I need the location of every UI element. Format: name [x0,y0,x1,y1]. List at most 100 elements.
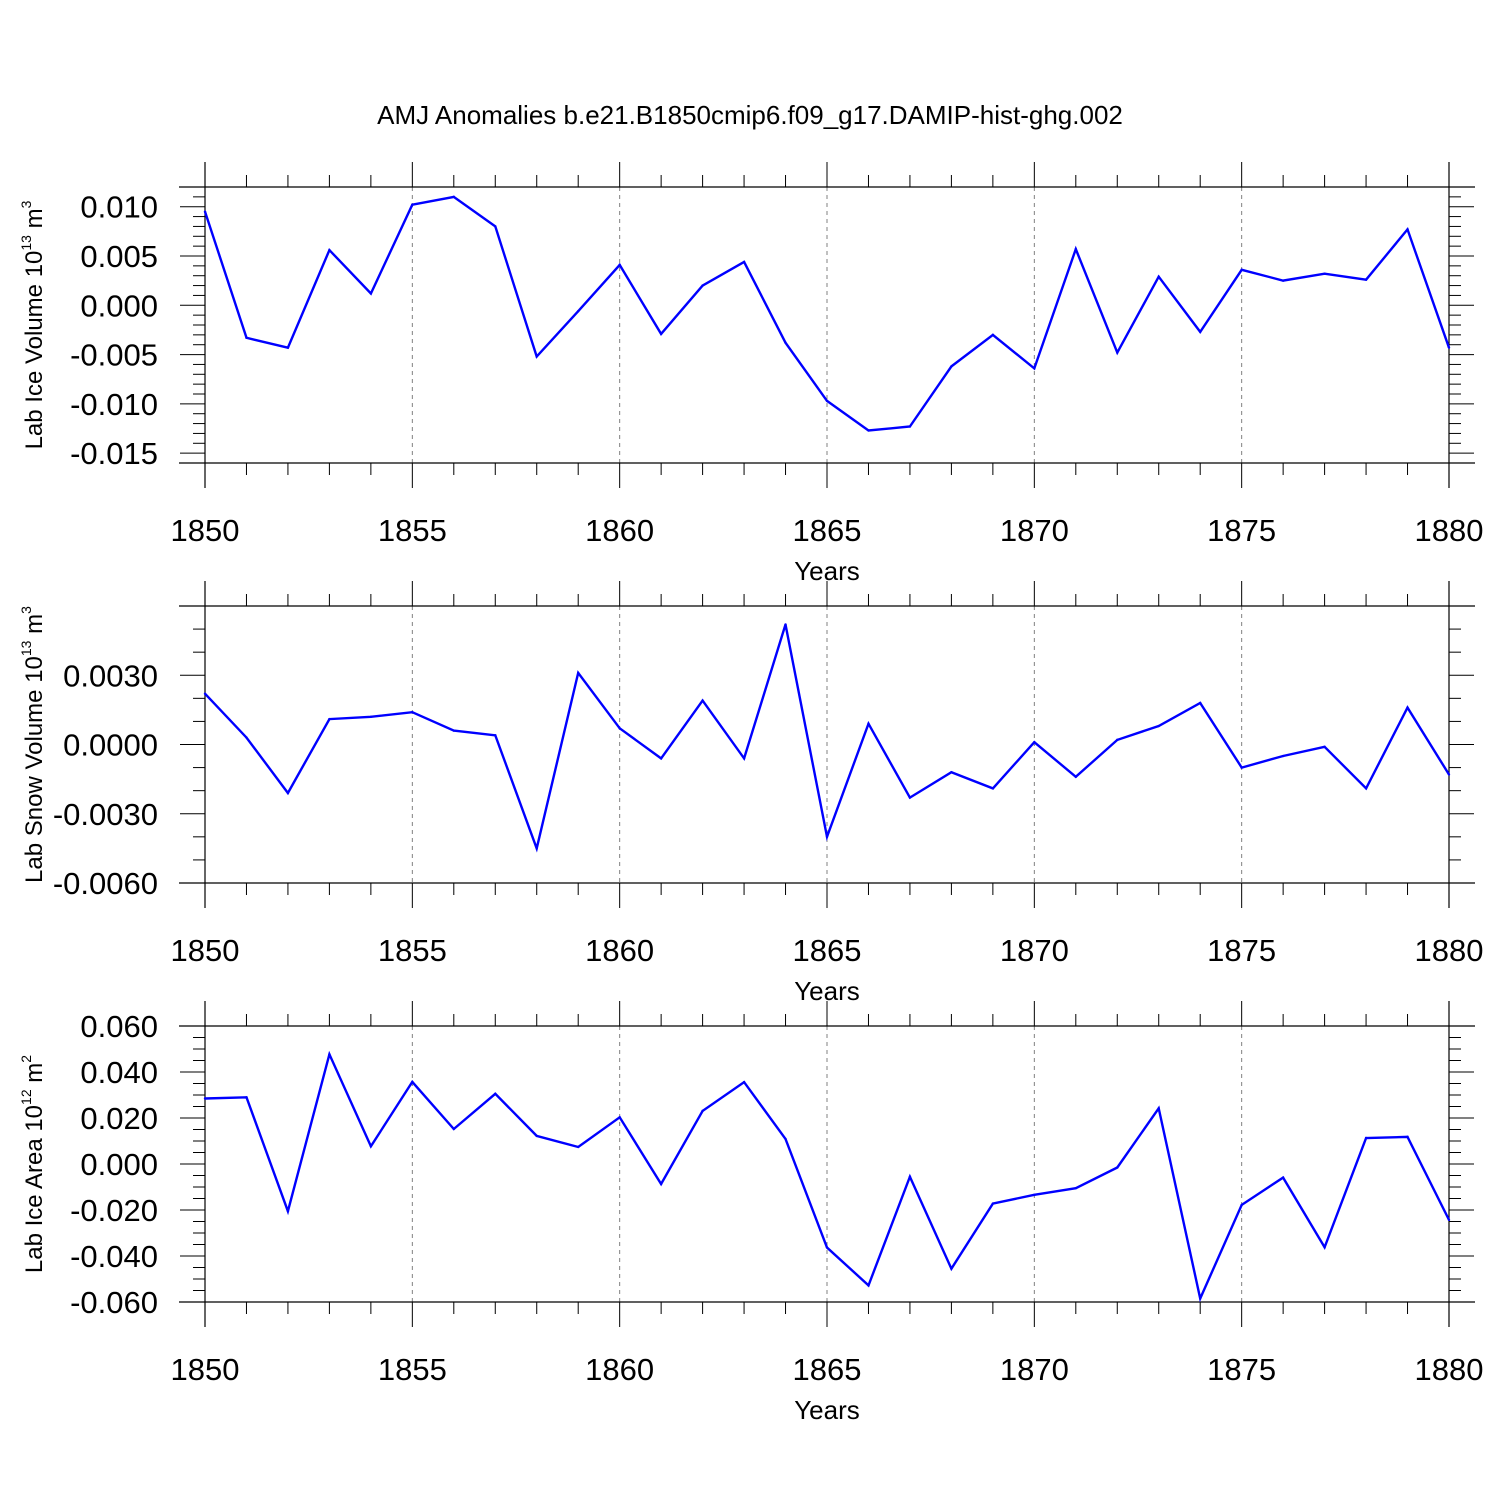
data-point [659,757,663,760]
panel-2: 1850 1855 1860 1865 1870 1875 1880 -0.0060 -0.00… [18,581,1483,1006]
panel-3: 1850 1855 1860 1865 1870 1875 1880 -0.060 -0.040… [18,1001,1483,1425]
data-point [1406,1135,1409,1139]
data-point [1157,275,1160,278]
data-point [908,796,912,799]
data-point [328,1053,331,1056]
data-point [369,292,373,295]
x-tick-label: 1870 [1000,1352,1069,1387]
data-point [867,1284,870,1287]
data-point [950,771,953,774]
data-point [328,248,331,252]
data-point [245,336,248,340]
data-point [784,623,787,626]
data-point [494,225,497,228]
data-point [991,1202,995,1205]
data-point [1447,346,1451,349]
data-point [1240,1203,1243,1207]
y-axis-title: Lab Ice Area 1012 m2 [18,1055,48,1273]
data-point [1447,1218,1451,1222]
y-tick-label: -0.020 [70,1193,158,1228]
x-tick-label: 1855 [378,513,447,548]
data-point [950,1267,953,1270]
y-axis-title-unit: m [21,614,48,641]
data-point [1199,1297,1202,1300]
data-point [1033,1193,1036,1197]
data-point [494,1092,497,1096]
x-tick-label: 1860 [585,513,654,548]
x-tick-label: 1850 [171,933,240,968]
y-axis-title-main: Lab Ice Volume 10 [21,251,48,450]
data-point [286,346,290,349]
y-axis-title-unit-exponent: 3 [18,606,34,614]
data-point [1116,738,1119,742]
data-point [908,1175,912,1178]
data-point [369,1145,373,1148]
data-point [1323,1246,1326,1249]
data-point [535,355,538,358]
y-axis-title-unit-exponent: 3 [18,200,34,208]
data-point [1281,754,1285,758]
x-tick-label: 1880 [1415,513,1484,548]
y-tick-label: -0.0060 [53,866,158,901]
data-point [784,1137,787,1141]
data-point [535,847,538,850]
data-point [1364,1136,1368,1140]
data-point [742,260,746,264]
data-point [535,1134,538,1138]
data-point [411,203,414,206]
data-point [452,729,455,732]
x-tick-label: 1875 [1207,1352,1276,1387]
data-point [286,1209,290,1213]
y-tick-label: 0.060 [80,1009,158,1044]
data-point [1074,775,1078,779]
y-axis-title-unit-exponent: 2 [18,1055,34,1063]
y-tick-label: 0.005 [80,239,158,274]
y-tick-label: 0.0030 [63,658,158,693]
data-point [1199,701,1202,705]
x-tick-label: 1870 [1000,933,1069,968]
data-point [991,787,995,790]
y-tick-label: -0.005 [70,338,158,373]
data-point [701,284,704,287]
data-point [1364,787,1368,790]
x-tick-label: 1875 [1207,933,1276,968]
y-axis-title: Lab Ice Volume 1013 m3 [18,200,48,449]
data-point [1323,745,1326,749]
y-axis-title-unit: m [21,208,48,235]
data-point [286,791,290,795]
x-axis-title: Years [794,1395,860,1425]
y-axis-title-unit: m [21,1063,48,1090]
data-point [328,717,331,721]
data-point [867,722,870,725]
data-point [245,736,248,739]
data-point [1157,724,1160,728]
y-axis-title-exponent: 13 [18,640,34,656]
data-point [825,399,829,403]
data-point [245,1096,248,1099]
data-point [825,835,829,839]
x-tick-label: 1880 [1415,1352,1484,1387]
data-point [369,715,373,718]
data-point [1447,773,1451,776]
panels: 1850 1855 1860 1865 1870 1875 1880 -0.015 -0.010… [18,162,1483,1425]
data-point [1074,1186,1078,1190]
x-tick-label: 1850 [171,513,240,548]
data-point [1033,740,1036,744]
data-point [1406,706,1409,709]
data-point [1116,1166,1119,1169]
data-point [618,263,621,267]
data-point [452,1127,455,1131]
data-point [577,1145,580,1149]
data-point [991,333,995,337]
data-point [742,1080,746,1084]
x-tick-label: 1855 [378,933,447,968]
y-tick-label: 0.000 [80,288,158,323]
data-point [1323,272,1326,275]
data-point [1033,367,1036,370]
x-tick-label: 1865 [793,1352,862,1387]
data-point [742,757,746,760]
data-point [701,699,704,702]
panel-1: 1850 1855 1860 1865 1870 1875 1880 -0.015 -0.010… [18,162,1483,586]
